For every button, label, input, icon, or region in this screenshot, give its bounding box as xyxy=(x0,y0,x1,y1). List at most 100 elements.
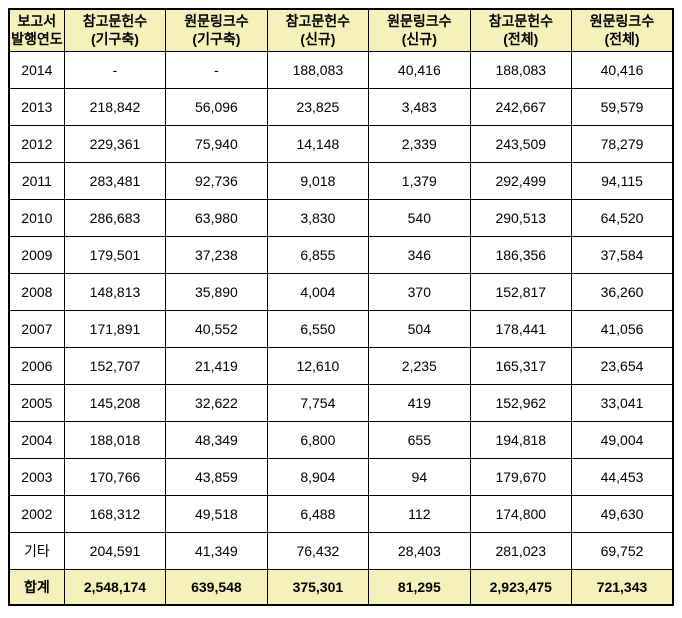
table-row: 2003170,76643,8598,90494179,67044,453 xyxy=(9,458,673,495)
cell-value: 49,004 xyxy=(572,421,674,458)
cell-value: 49,518 xyxy=(166,495,267,532)
cell-value: 346 xyxy=(369,236,470,273)
cell-value: 4,004 xyxy=(267,273,368,310)
header-row: 보고서발행연도 참고문헌수(기구축) 원문링크수(기구축) 참고문헌수(신규) … xyxy=(9,9,673,51)
cell-value: 243,509 xyxy=(470,125,571,162)
cell-value: 370 xyxy=(369,273,470,310)
cell-value: 48,349 xyxy=(166,421,267,458)
table-row: 2011283,48192,7369,0181,379292,49994,115 xyxy=(9,162,673,199)
table-row: 2014--188,08340,416188,08340,416 xyxy=(9,51,673,88)
cell-year: 2004 xyxy=(9,421,64,458)
cell-value: 2,339 xyxy=(369,125,470,162)
cell-value: 40,416 xyxy=(572,51,674,88)
cell-value: 174,800 xyxy=(470,495,571,532)
cell-value: 188,018 xyxy=(64,421,165,458)
cell-value: 33,041 xyxy=(572,384,674,421)
table-header: 보고서발행연도 참고문헌수(기구축) 원문링크수(기구축) 참고문헌수(신규) … xyxy=(9,9,673,51)
cell-value: 41,349 xyxy=(166,532,267,569)
header-link-new: 원문링크수(신규) xyxy=(369,9,470,51)
cell-value: 9,018 xyxy=(267,162,368,199)
cell-year: 2010 xyxy=(9,199,64,236)
total-value: 2,548,174 xyxy=(64,569,165,605)
cell-value: 28,403 xyxy=(369,532,470,569)
table-row: 2007171,89140,5526,550504178,44141,056 xyxy=(9,310,673,347)
cell-value: 76,432 xyxy=(267,532,368,569)
cell-value: 3,483 xyxy=(369,88,470,125)
table-row: 2005145,20832,6227,754419152,96233,041 xyxy=(9,384,673,421)
cell-value: 63,980 xyxy=(166,199,267,236)
cell-value: 145,208 xyxy=(64,384,165,421)
cell-year: 2012 xyxy=(9,125,64,162)
cell-value: 12,610 xyxy=(267,347,368,384)
cell-value: 188,083 xyxy=(470,51,571,88)
cell-value: 14,148 xyxy=(267,125,368,162)
cell-value: 165,317 xyxy=(470,347,571,384)
cell-value: 78,279 xyxy=(572,125,674,162)
total-value: 2,923,475 xyxy=(470,569,571,605)
cell-value: 6,488 xyxy=(267,495,368,532)
cell-year: 2014 xyxy=(9,51,64,88)
cell-value: 504 xyxy=(369,310,470,347)
cell-year: 2007 xyxy=(9,310,64,347)
cell-year: 2003 xyxy=(9,458,64,495)
total-value: 721,343 xyxy=(572,569,674,605)
header-ref-new: 참고문헌수(신규) xyxy=(267,9,368,51)
cell-value: 49,630 xyxy=(572,495,674,532)
cell-value: 281,023 xyxy=(470,532,571,569)
cell-value: 8,904 xyxy=(267,458,368,495)
cell-year: 2011 xyxy=(9,162,64,199)
cell-value: 35,890 xyxy=(166,273,267,310)
cell-year: 2008 xyxy=(9,273,64,310)
cell-value: 290,513 xyxy=(470,199,571,236)
table-row: 2002168,31249,5186,488112174,80049,630 xyxy=(9,495,673,532)
cell-value: 3,830 xyxy=(267,199,368,236)
cell-value: 283,481 xyxy=(64,162,165,199)
cell-value: 286,683 xyxy=(64,199,165,236)
cell-value: 21,419 xyxy=(166,347,267,384)
cell-value: 44,453 xyxy=(572,458,674,495)
cell-value: 23,825 xyxy=(267,88,368,125)
cell-value: 6,855 xyxy=(267,236,368,273)
cell-value: 6,800 xyxy=(267,421,368,458)
cell-value: 37,584 xyxy=(572,236,674,273)
cell-value: 36,260 xyxy=(572,273,674,310)
cell-value: 171,891 xyxy=(64,310,165,347)
cell-value: 229,361 xyxy=(64,125,165,162)
table-row: 기타204,59141,34976,43228,403281,02369,752 xyxy=(9,532,673,569)
cell-value: 242,667 xyxy=(470,88,571,125)
cell-value: 23,654 xyxy=(572,347,674,384)
cell-value: 540 xyxy=(369,199,470,236)
cell-year: 2002 xyxy=(9,495,64,532)
cell-value: 40,552 xyxy=(166,310,267,347)
cell-year: 2006 xyxy=(9,347,64,384)
cell-value: 41,056 xyxy=(572,310,674,347)
total-label: 합계 xyxy=(9,569,64,605)
cell-value: 94,115 xyxy=(572,162,674,199)
cell-value: 40,416 xyxy=(369,51,470,88)
cell-value: 178,441 xyxy=(470,310,571,347)
cell-value: 75,940 xyxy=(166,125,267,162)
cell-year: 2005 xyxy=(9,384,64,421)
total-value: 639,548 xyxy=(166,569,267,605)
cell-value: 152,707 xyxy=(64,347,165,384)
cell-value: 56,096 xyxy=(166,88,267,125)
cell-value: 655 xyxy=(369,421,470,458)
cell-value: 188,083 xyxy=(267,51,368,88)
table-body: 2014--188,08340,416188,08340,4162013218,… xyxy=(9,51,673,605)
header-ref-existing: 참고문헌수(기구축) xyxy=(64,9,165,51)
cell-value: 186,356 xyxy=(470,236,571,273)
cell-value: 179,670 xyxy=(470,458,571,495)
cell-value: 218,842 xyxy=(64,88,165,125)
header-link-existing: 원문링크수(기구축) xyxy=(166,9,267,51)
cell-value: 152,817 xyxy=(470,273,571,310)
cell-value: 43,859 xyxy=(166,458,267,495)
table-row: 2008148,81335,8904,004370152,81736,260 xyxy=(9,273,673,310)
cell-year: 2013 xyxy=(9,88,64,125)
cell-value: 92,736 xyxy=(166,162,267,199)
table-row: 2006152,70721,41912,6102,235165,31723,65… xyxy=(9,347,673,384)
cell-value: 194,818 xyxy=(470,421,571,458)
cell-year: 2009 xyxy=(9,236,64,273)
cell-value: - xyxy=(64,51,165,88)
total-value: 375,301 xyxy=(267,569,368,605)
table-row: 2004188,01848,3496,800655194,81849,004 xyxy=(9,421,673,458)
